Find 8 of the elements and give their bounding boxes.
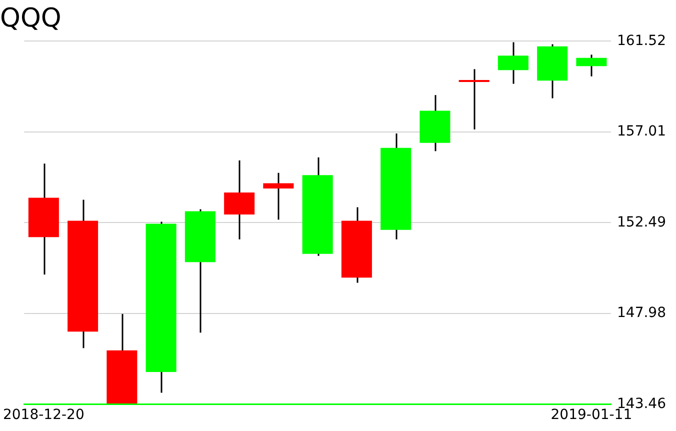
candlestick [458,68,490,130]
candlestick [263,172,294,220]
y-tick-label: 161.52 [617,32,666,49]
x-tick-label: 2018-12-20 [2,407,84,424]
chart-title: QQQ [0,3,62,34]
y-tick-label: 152.49 [617,214,666,230]
y-tick-label: 147.98 [617,304,666,321]
y-tick-label: 157.01 [617,123,666,140]
